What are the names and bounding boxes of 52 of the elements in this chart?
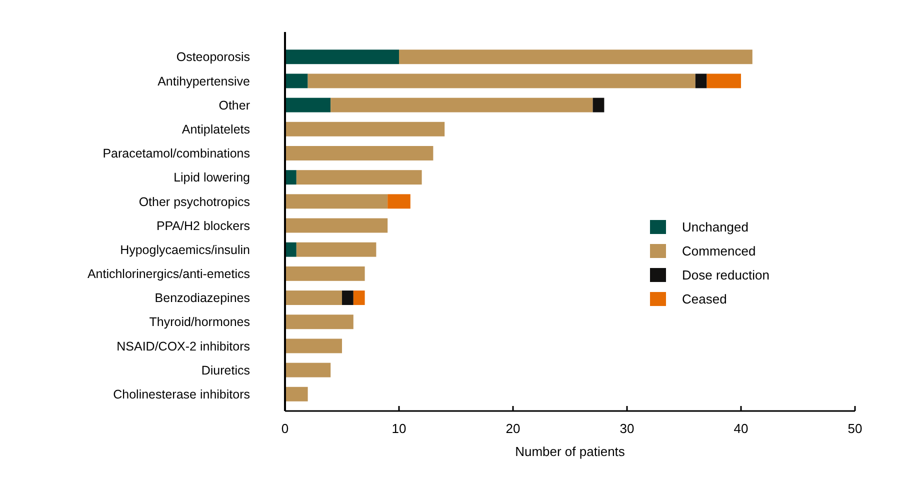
- bar: [285, 386, 308, 402]
- bar: [285, 194, 388, 209]
- y-tick-label: Benzodiazepines: [154, 291, 250, 306]
- bar: [592, 98, 604, 112]
- y-tick-label: Antihypertensive: [158, 74, 250, 88]
- bar: [285, 98, 331, 112]
- bar: [285, 338, 342, 354]
- y-tick-label: Hypoglycaemics/insulin: [120, 242, 250, 257]
- bar: [285, 242, 296, 257]
- x-axis-title: Number of patients: [515, 444, 626, 459]
- y-tick-label: Osteoporosis: [176, 50, 250, 64]
- bar: [330, 98, 593, 112]
- bar: [399, 50, 752, 64]
- y-tick-label: PPA/H2 blockers: [156, 218, 250, 233]
- bar: [695, 74, 707, 88]
- legend-label: Dose reduction: [682, 268, 770, 283]
- legend-label: Unchanged: [682, 220, 748, 235]
- y-tick-label: Lipid lowering: [174, 170, 250, 185]
- x-tick-label: 20: [506, 421, 520, 436]
- bar: [285, 122, 445, 136]
- y-tick-label: Cholinesterase inhibitors: [113, 388, 250, 402]
- legend-label: Commenced: [682, 244, 756, 259]
- x-tick-label: 30: [620, 421, 634, 436]
- x-tick-label: 0: [281, 421, 289, 436]
- bar: [296, 242, 376, 257]
- bar: [342, 290, 354, 305]
- x-tick-label: 50: [848, 421, 862, 436]
- y-tick-label: Antiplatelets: [182, 122, 250, 137]
- bar: [285, 314, 354, 330]
- y-tick-label: Diuretics: [201, 363, 250, 378]
- bar: [285, 170, 296, 185]
- y-tick-label: Thyroid/hormones: [149, 315, 250, 330]
- legend-label: Ceased: [682, 292, 727, 307]
- y-tick-label: Paracetamol/combinations: [102, 146, 250, 161]
- bar: [706, 74, 741, 88]
- bar: [308, 74, 696, 88]
- bar: [285, 74, 308, 88]
- bar: [296, 170, 422, 185]
- bar: [353, 290, 365, 305]
- bar: [285, 266, 365, 281]
- bar: [285, 290, 342, 305]
- bar: [388, 194, 410, 209]
- y-tick-label: Antichlorinergics/anti-emetics: [87, 267, 250, 282]
- y-tick-label: NSAID/COX-2 inhibitors: [116, 339, 250, 354]
- x-tick-label: 10: [392, 421, 406, 436]
- x-tick-label: 40: [734, 421, 748, 436]
- bar: [285, 362, 331, 378]
- bar: [285, 50, 399, 64]
- bar: [285, 146, 434, 160]
- y-tick-label: Other psychotropics: [138, 194, 250, 209]
- y-tick-label: Other: [218, 98, 250, 112]
- bar: [285, 218, 388, 233]
